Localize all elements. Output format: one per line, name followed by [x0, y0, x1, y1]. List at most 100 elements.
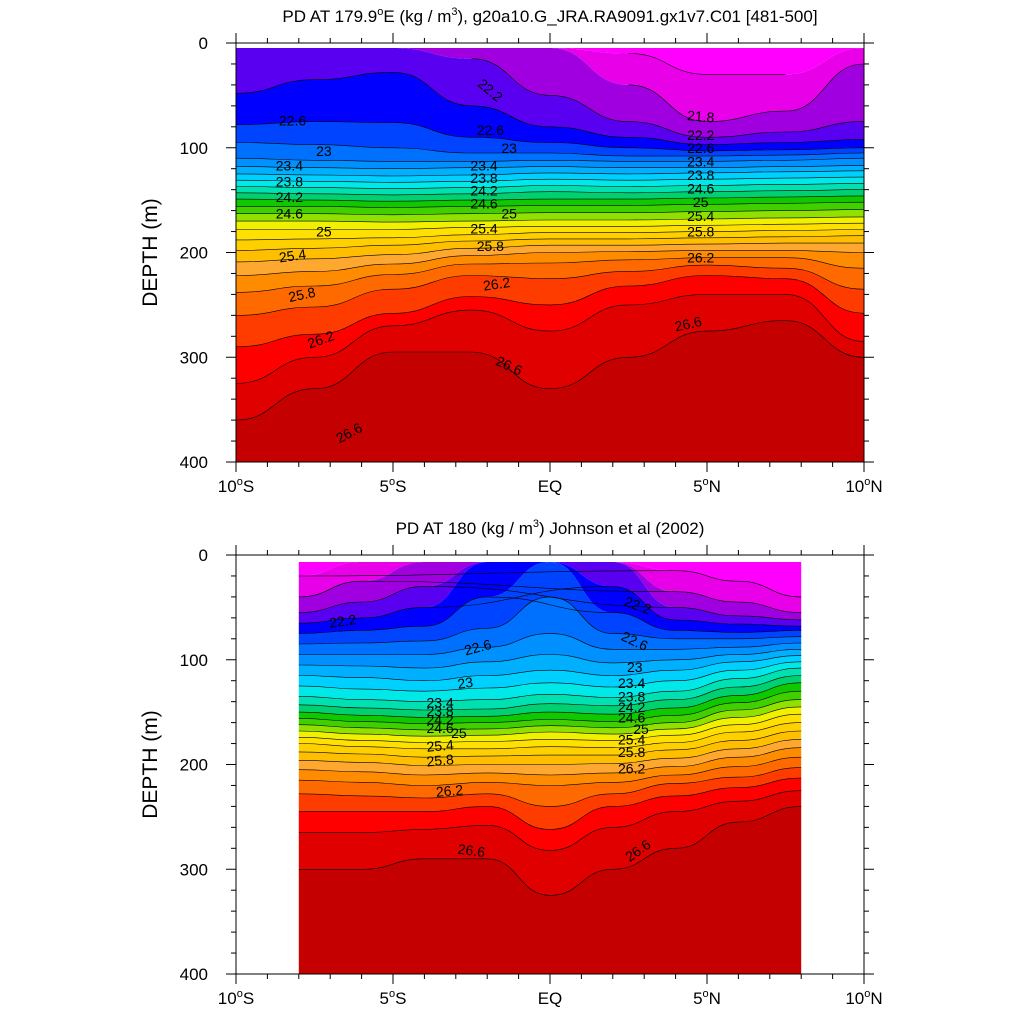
contour-label: 23.4	[618, 675, 645, 691]
density-band	[236, 257, 864, 316]
x-tick-label: 5oS	[380, 988, 407, 1008]
isopycnal-line	[298, 690, 802, 724]
density-band	[236, 243, 864, 276]
contour-label: 23	[316, 143, 332, 159]
density-band	[236, 250, 864, 293]
density-band	[236, 216, 864, 230]
isopycnal-line	[235, 183, 865, 189]
y-tick-label: 400	[180, 965, 208, 984]
isopycnal-line	[298, 682, 802, 718]
isopycnal-line	[298, 767, 802, 807]
contour-label: 22.6	[687, 140, 714, 156]
y-tick-label: 300	[180, 860, 208, 879]
isopycnal-line	[235, 176, 865, 183]
density-band	[236, 48, 864, 75]
contour-label: 26.6	[457, 841, 486, 861]
x-tick-label: 10oS	[218, 476, 254, 496]
density-band	[298, 562, 802, 627]
axis-ticks	[226, 33, 874, 472]
contour-label: 25.4	[426, 736, 455, 754]
contour-label: 22.2	[328, 611, 357, 631]
isopycnal-line	[235, 250, 865, 276]
density-bands	[298, 562, 802, 974]
x-tick-label: 10oN	[845, 476, 882, 496]
contour-label: 25.8	[618, 744, 645, 760]
contour-label: 26.2	[618, 761, 645, 777]
contour-label: 22.6	[477, 122, 504, 138]
isopycnal-line	[298, 722, 802, 750]
y-tick-label: 100	[180, 139, 208, 158]
density-band	[298, 633, 802, 669]
isopycnal-line	[236, 209, 865, 216]
chart-title: PD AT 179.9oE (kg / m3), g20a10.G_JRA.RA…	[282, 6, 817, 26]
y-tick-label: 200	[180, 244, 208, 263]
density-band	[298, 714, 802, 749]
contour-labels: 22.221.822.222.623.423.824.62525.425.826…	[276, 75, 715, 446]
isopycnal-line	[235, 275, 865, 348]
density-band	[236, 48, 864, 122]
density-band	[236, 142, 864, 162]
isopycnal-line	[298, 667, 802, 702]
isopycnal-line	[298, 713, 802, 743]
isopycnal-line	[235, 195, 865, 202]
isopycnal-line	[298, 633, 802, 655]
isopycnal-line	[235, 242, 864, 263]
isopycnal-line	[298, 675, 802, 711]
density-band	[236, 158, 864, 169]
isopycnal-line	[235, 189, 865, 196]
isopycnal-line	[235, 235, 865, 251]
density-band	[298, 691, 802, 730]
density-band	[236, 177, 864, 189]
isopycnal-line	[298, 777, 802, 830]
density-band	[298, 596, 802, 655]
x-tick-label: 10oS	[218, 988, 254, 1008]
isopycnal-line	[235, 257, 865, 293]
x-tick-label: 5oS	[380, 476, 407, 496]
isopycnal-line	[235, 216, 865, 223]
x-tick-label: 10oN	[845, 988, 882, 1008]
isopycnal-line	[298, 649, 802, 669]
axis-ticks	[226, 545, 874, 984]
contour-label: 24.2	[618, 699, 645, 715]
y-axis-label: DEPTH (m)	[139, 710, 162, 819]
contour-label: 23.8	[426, 703, 453, 719]
chart-panel-2: 22.222.62323.423.824.224.62525.425.826.2…	[139, 518, 883, 1008]
density-band	[298, 739, 802, 775]
contour-label: 22.6	[279, 113, 306, 129]
contour-label: 23.4	[470, 158, 497, 174]
density-band	[236, 265, 864, 347]
contour-label: 23	[627, 659, 643, 675]
density-band	[236, 165, 864, 176]
density-band	[298, 562, 802, 644]
density-band	[298, 682, 802, 724]
density-band	[298, 699, 802, 737]
isopycnal-line	[298, 655, 802, 682]
contour-label: 25.4	[278, 246, 307, 266]
isopycnal-line	[235, 157, 865, 162]
isopycnal-line	[298, 580, 802, 613]
isopycnal-line	[235, 320, 865, 421]
isopycnal-lines	[298, 570, 802, 896]
contour-label: 23.8	[618, 688, 645, 704]
contour-label: 25.4	[470, 220, 497, 236]
contour-label: 26.2	[482, 274, 511, 294]
isopycnal-line	[298, 661, 802, 692]
density-band	[298, 790, 802, 896]
isopycnal-line	[298, 586, 802, 627]
isopycnal-line	[236, 222, 865, 230]
contour-label: 23.8	[470, 170, 497, 186]
density-band	[236, 195, 864, 208]
isopycnal-line	[235, 71, 865, 145]
contour-label: 24.6	[687, 181, 714, 197]
isopycnal-line	[235, 229, 865, 241]
isopycnal-line	[235, 121, 865, 152]
contour-label: 23	[456, 674, 474, 692]
density-band	[236, 189, 864, 202]
contour-labels: 22.222.62323.423.824.224.62525.425.826.2…	[328, 593, 654, 865]
density-bands	[236, 48, 864, 462]
density-band	[236, 275, 864, 384]
isopycnal-line	[235, 201, 865, 208]
contour-label: 22.2	[687, 127, 714, 143]
isopycnal-line	[298, 756, 802, 786]
